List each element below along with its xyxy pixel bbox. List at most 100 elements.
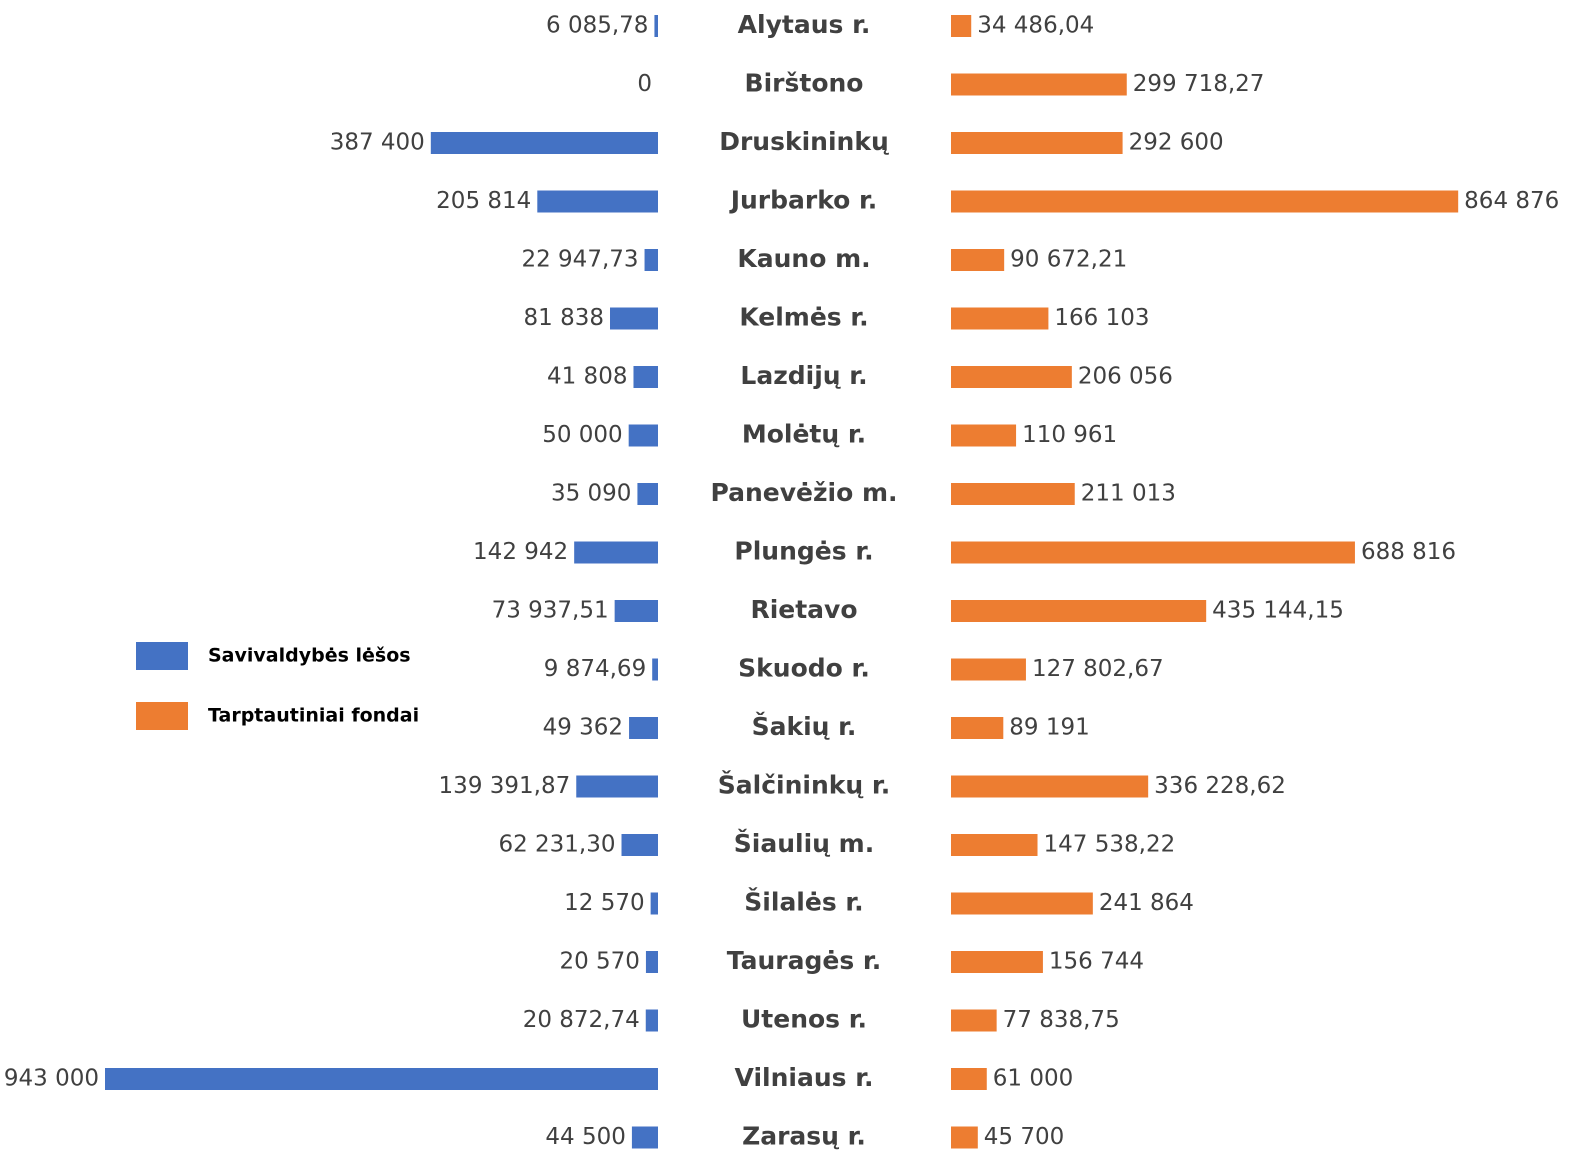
bar [951,775,1149,798]
value-label: 12 570 [564,890,644,916]
category-label: Druskininkų [719,127,889,156]
value-label: 35 090 [551,481,631,507]
bar [633,366,658,388]
bar [537,190,658,213]
value-label: 205 814 [436,188,531,214]
value-label: 0 [637,71,652,97]
bar [951,834,1038,856]
bar [610,307,658,330]
bar [951,892,1093,915]
bar [645,951,658,973]
bar [951,15,972,37]
bar [652,658,658,681]
category-label: Vilniaus r. [735,1063,874,1092]
category-label: Rietavo [750,595,857,624]
value-label: 206 056 [1078,364,1173,390]
legend-swatch [136,642,188,670]
bar [951,541,1355,564]
value-label: 943 000 [4,1066,99,1092]
bar [951,132,1123,154]
bar [951,1126,978,1149]
value-label: 292 600 [1129,130,1224,156]
value-label: 139 391,87 [439,773,571,799]
value-label: 127 802,67 [1032,656,1164,682]
category-label: Plungės r. [734,537,873,566]
value-label: 45 700 [984,1124,1064,1150]
category-label: Šalčininkų r. [718,770,890,800]
value-label: 20 570 [559,949,639,975]
value-label: 50 000 [542,422,622,448]
value-label: 142 942 [473,539,568,565]
bar [951,483,1075,505]
value-label: 299 718,27 [1133,71,1265,97]
value-label: 34 486,04 [977,13,1094,39]
category-label: Šakių r. [752,711,857,741]
bar [951,658,1026,681]
value-label: 20 872,74 [523,1007,640,1033]
bar [951,307,1049,330]
value-label: 61 000 [993,1066,1073,1092]
bar [951,717,1004,739]
value-label: 864 876 [1464,188,1559,214]
bar [951,1009,997,1032]
bar [650,892,658,915]
category-label: Tauragės r. [727,946,881,975]
bar [621,834,658,856]
bar [951,73,1127,96]
category-label: Jurbarko r. [729,186,878,215]
value-label: 62 231,30 [498,832,615,858]
bar [951,366,1072,388]
bar [637,483,658,505]
value-label: 73 937,51 [492,598,609,624]
bar [576,775,658,798]
bar [430,132,658,154]
category-label: Šiaulių m. [734,828,874,858]
bar [951,424,1017,447]
bar [654,15,658,37]
category-label: Panevėžio m. [710,478,897,507]
bar [614,600,658,622]
category-label: Šilalės r. [744,887,863,917]
bar [574,541,658,564]
category-label: Lazdijų r. [740,361,867,390]
bar [951,190,1459,213]
value-label: 241 864 [1099,890,1194,916]
value-label: 89 191 [1009,715,1089,741]
value-label: 22 947,73 [521,247,638,273]
bar [951,600,1207,622]
value-label: 6 085,78 [546,13,648,39]
value-label: 44 500 [545,1124,625,1150]
bar [951,249,1005,271]
value-label: 147 538,22 [1044,832,1176,858]
bar [631,1126,658,1149]
value-label: 336 228,62 [1154,773,1286,799]
value-label: 211 013 [1081,481,1176,507]
bar [644,249,658,271]
category-label: Kauno m. [737,244,870,273]
category-label: Birštono [745,69,864,98]
value-label: 49 362 [543,715,623,741]
category-label: Kelmės r. [739,303,868,332]
bar [951,1068,987,1090]
category-label: Skuodo r. [738,654,870,683]
category-label: Alytaus r. [738,10,871,39]
value-label: 387 400 [330,130,425,156]
bar [628,424,658,447]
value-label: 77 838,75 [1003,1007,1120,1033]
legend-swatch [136,702,188,730]
category-label: Zarasų r. [742,1122,866,1151]
value-label: 81 838 [524,305,604,331]
value-label: 41 808 [547,364,627,390]
value-label: 110 961 [1022,422,1117,448]
bar [105,1068,658,1090]
value-label: 90 672,21 [1010,247,1127,273]
bar [951,951,1043,973]
legend-label: Savivaldybės lėšos [208,645,411,667]
bar [629,717,658,739]
value-label: 435 144,15 [1212,598,1344,624]
category-label: Molėtų r. [742,420,866,449]
legend-label: Tarptautiniai fondai [208,705,419,727]
value-label: 156 744 [1049,949,1144,975]
bar [645,1009,658,1032]
